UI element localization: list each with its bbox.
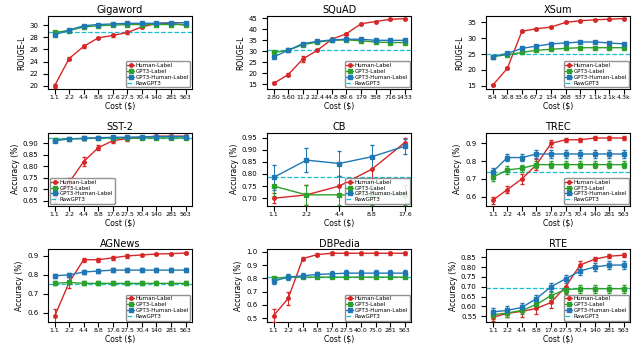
Y-axis label: Accuracy (%): Accuracy (%) [230, 144, 239, 194]
Legend: Human-Label, GPT3-Label, GPT3-Human-Label, RawGPT3: Human-Label, GPT3-Label, GPT3-Human-Labe… [345, 295, 410, 320]
X-axis label: Cost ($): Cost ($) [105, 335, 135, 344]
Legend: Human-Label, GPT3-Label, GPT3-Human-Label, RawGPT3: Human-Label, GPT3-Label, GPT3-Human-Labe… [564, 62, 628, 87]
X-axis label: Cost ($): Cost ($) [105, 101, 135, 111]
Title: CB: CB [332, 122, 346, 132]
Y-axis label: ROUGE-L: ROUGE-L [17, 35, 26, 70]
Legend: Human-Label, GPT3-Label, GPT3-Human-Label, RawGPT3: Human-Label, GPT3-Label, GPT3-Human-Labe… [345, 178, 410, 204]
X-axis label: Cost ($): Cost ($) [105, 218, 135, 227]
Title: DBPedia: DBPedia [319, 239, 360, 248]
X-axis label: Cost ($): Cost ($) [324, 218, 355, 227]
X-axis label: Cost ($): Cost ($) [324, 101, 355, 111]
Legend: Human-Label, GPT3-Label, GPT3-Human-Label, RawGPT3: Human-Label, GPT3-Label, GPT3-Human-Labe… [345, 62, 410, 87]
Y-axis label: Accuracy (%): Accuracy (%) [454, 144, 463, 194]
Y-axis label: ROUGE-L: ROUGE-L [456, 35, 465, 70]
Y-axis label: Accuracy (%): Accuracy (%) [234, 261, 243, 311]
Title: SQuAD: SQuAD [322, 5, 356, 15]
Legend: Human-Label, GPT3-Label, GPT3-Human-Label, RawGPT3: Human-Label, GPT3-Label, GPT3-Human-Labe… [50, 178, 115, 204]
Title: Gigaword: Gigaword [97, 5, 143, 15]
X-axis label: Cost ($): Cost ($) [543, 218, 573, 227]
Title: RTE: RTE [549, 239, 568, 248]
Title: SST-2: SST-2 [107, 122, 134, 132]
Title: TREC: TREC [545, 122, 571, 132]
Legend: Human-Label, GPT3-Label, GPT3-Human-Label, RawGPT3: Human-Label, GPT3-Label, GPT3-Human-Labe… [125, 62, 191, 87]
Title: XSum: XSum [544, 5, 573, 15]
Y-axis label: Accuracy (%): Accuracy (%) [449, 261, 458, 311]
Y-axis label: Accuracy (%): Accuracy (%) [11, 144, 20, 194]
Y-axis label: Accuracy (%): Accuracy (%) [15, 261, 24, 311]
Y-axis label: ROUGE-L: ROUGE-L [237, 35, 246, 70]
Legend: Human-Label, GPT3-Label, GPT3-Human-Label, RawGPT3: Human-Label, GPT3-Label, GPT3-Human-Labe… [125, 295, 191, 320]
Legend: Human-Label, GPT3-Label, GPT3-Human-Label, RawGPT3: Human-Label, GPT3-Label, GPT3-Human-Labe… [564, 178, 628, 204]
Legend: Human-Label, GPT3-Label, GPT3-Human-Label, RawGPT3: Human-Label, GPT3-Label, GPT3-Human-Labe… [564, 295, 628, 320]
X-axis label: Cost ($): Cost ($) [543, 335, 573, 344]
Title: AGNews: AGNews [100, 239, 140, 248]
X-axis label: Cost ($): Cost ($) [324, 335, 355, 344]
X-axis label: Cost ($): Cost ($) [543, 101, 573, 111]
